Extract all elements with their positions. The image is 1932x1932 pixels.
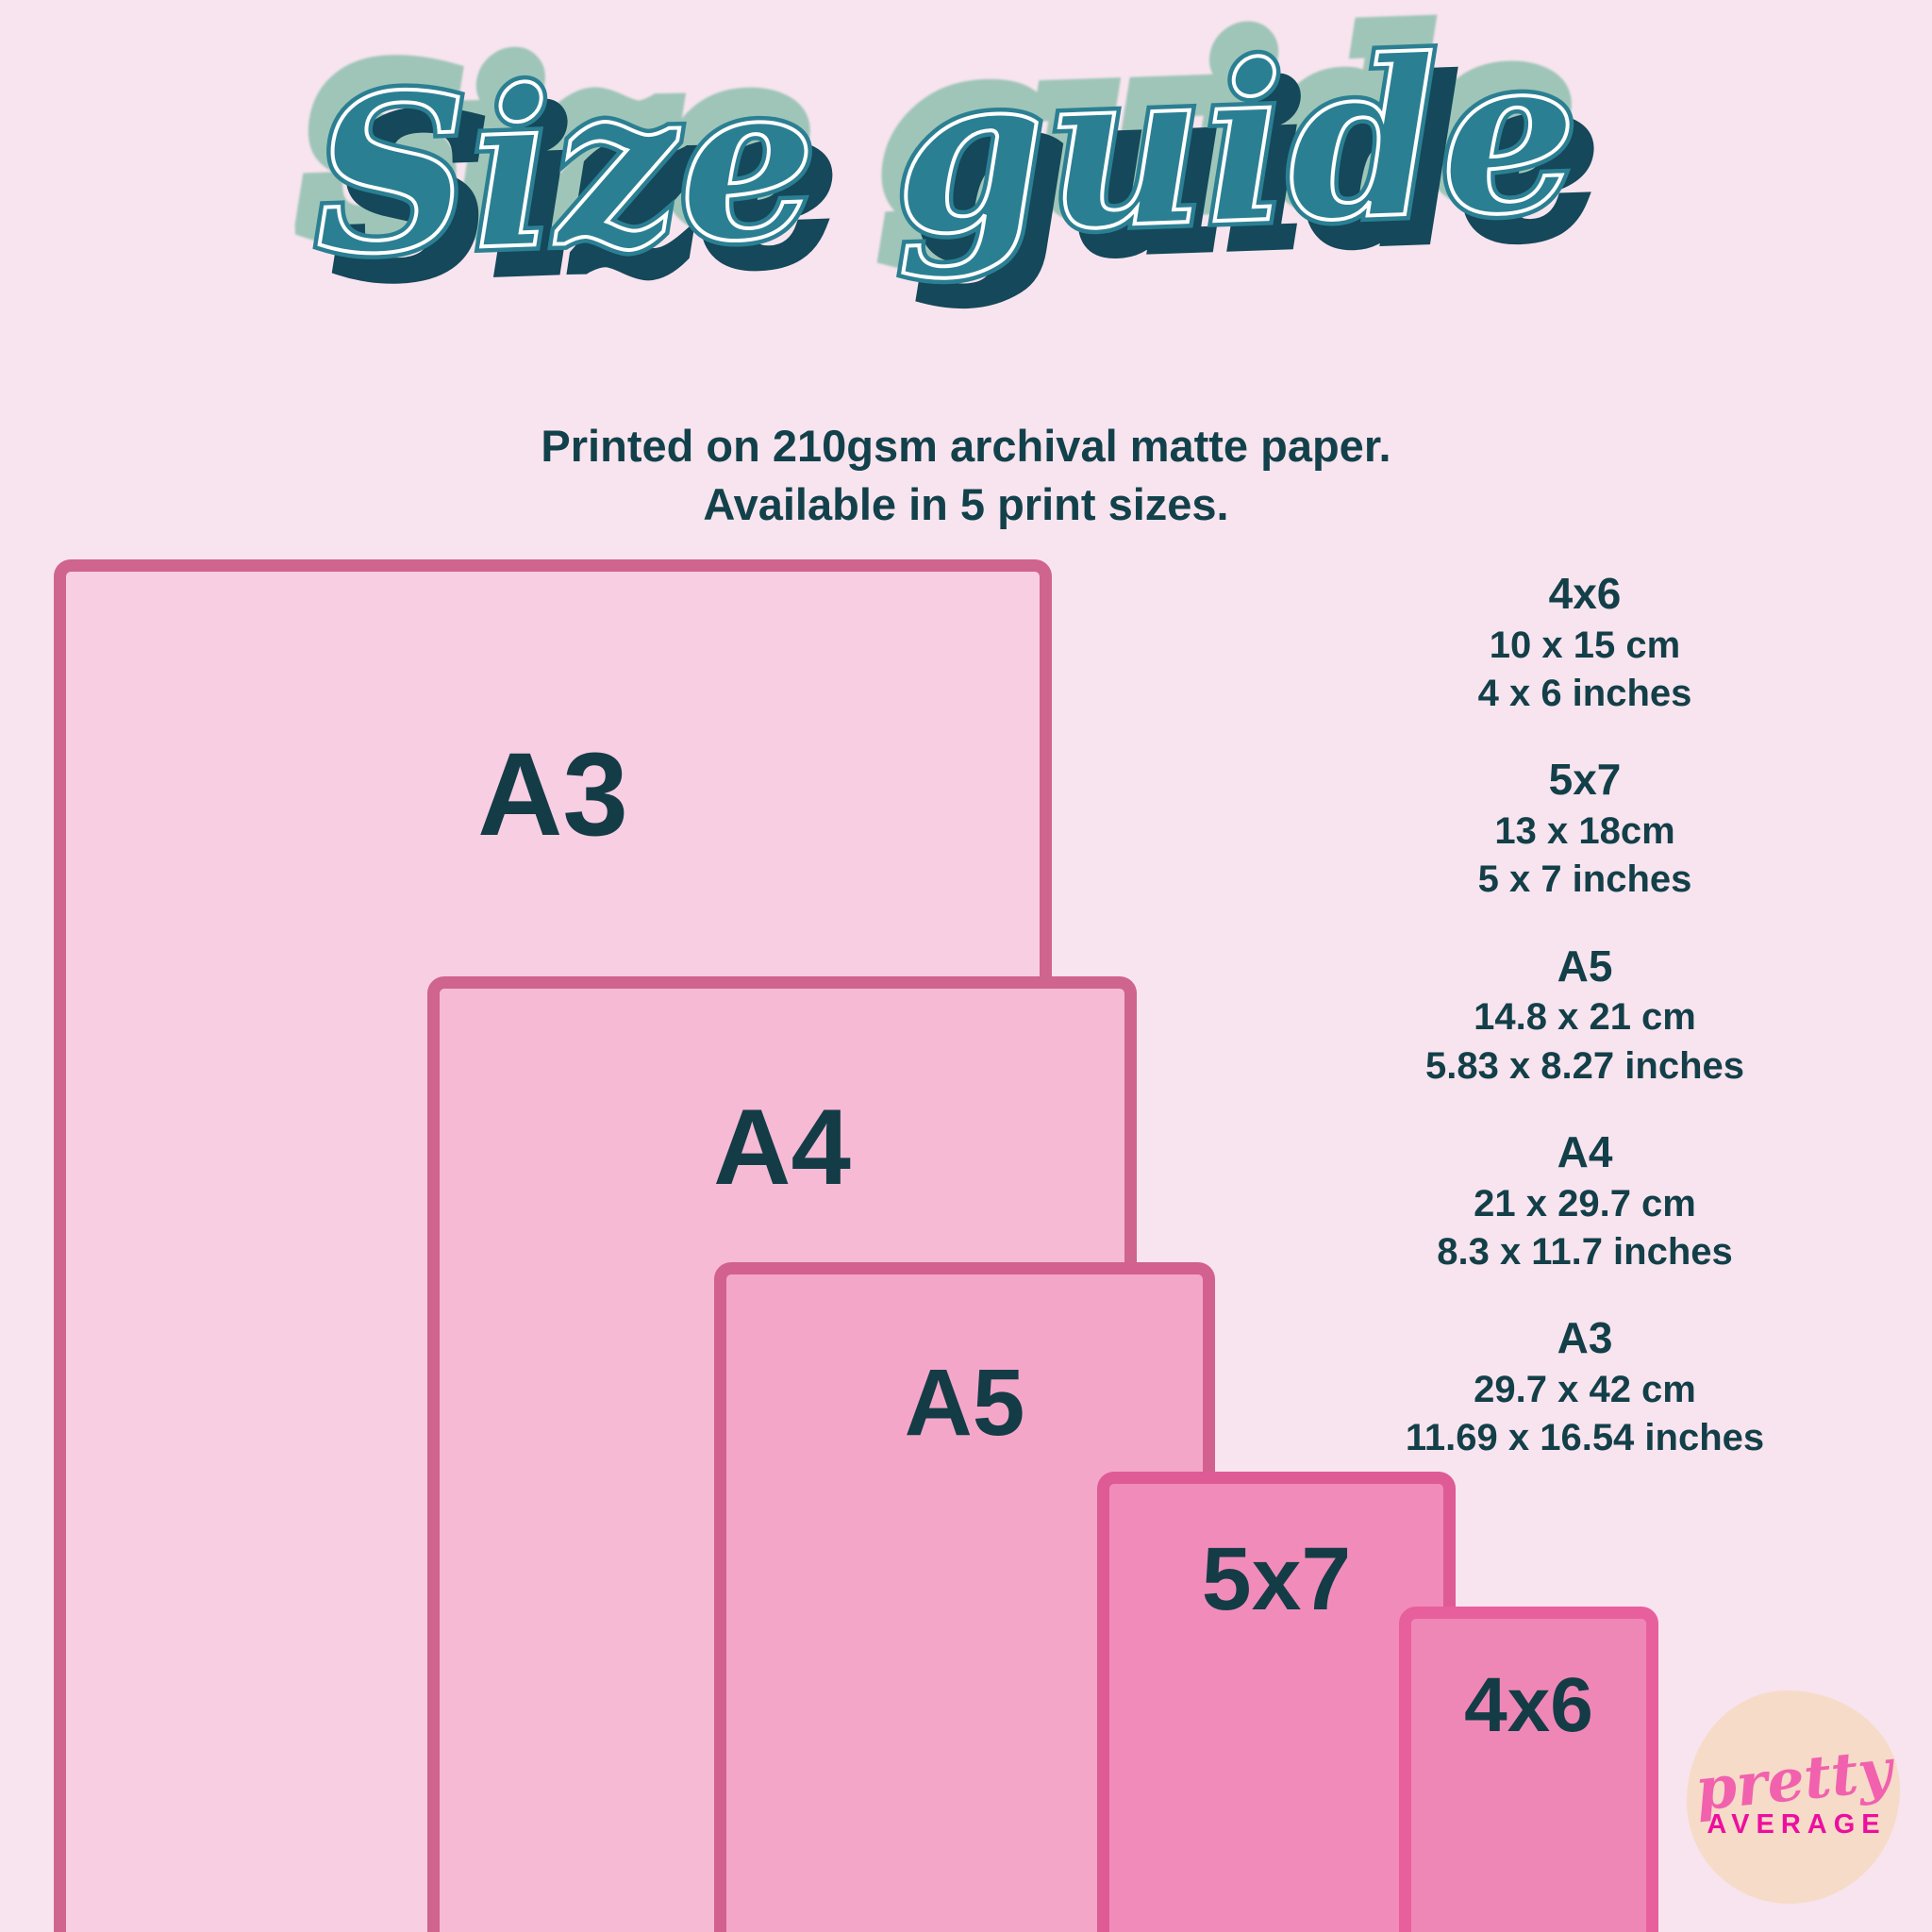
spec-a5-inches: 5.83 x 8.27 inches xyxy=(1424,1044,1744,1087)
paper-4x6: 4x6 xyxy=(1399,1607,1658,1932)
spec-5x7: 5x7 13 x 18cm 5 x 7 inches xyxy=(1302,752,1868,904)
subtitle-line-1: Printed on 210gsm archival matte paper. xyxy=(541,421,1391,471)
spec-4x6: 4x6 10 x 15 cm 4 x 6 inches xyxy=(1302,566,1868,718)
title-main-layer: Size guide xyxy=(304,0,1590,309)
spec-a4-cm: 21 x 29.7 cm xyxy=(1474,1182,1696,1224)
spec-5x7-cm: 13 x 18cm xyxy=(1494,810,1675,853)
title-shadow-layer: Size guide xyxy=(323,24,1609,334)
page-title: Size guide Size guide Size guide Size gu… xyxy=(0,0,1899,358)
spec-a5-name: A5 xyxy=(1557,941,1613,991)
spec-a3-name: A3 xyxy=(1557,1313,1613,1362)
paper-a5-label: A5 xyxy=(904,1350,1025,1456)
spec-a3-inches: 11.69 x 16.54 inches xyxy=(1405,1417,1765,1459)
spec-4x6-cm: 10 x 15 cm xyxy=(1489,624,1681,666)
spec-4x6-inches: 4 x 6 inches xyxy=(1477,673,1692,715)
size-spec-list: 4x6 10 x 15 cm 4 x 6 inches 5x7 13 x 18c… xyxy=(1302,566,1868,1496)
spec-a4: A4 21 x 29.7 cm 8.3 x 11.7 inches xyxy=(1302,1124,1868,1276)
spec-a5: A5 14.8 x 21 cm 5.83 x 8.27 inches xyxy=(1302,939,1868,1091)
paper-a4-label: A4 xyxy=(713,1088,851,1208)
spec-a3: A3 29.7 x 42 cm 11.69 x 16.54 inches xyxy=(1302,1310,1868,1462)
brand-logo-script-text: pretty xyxy=(1691,1734,1895,1824)
spec-a4-name: A4 xyxy=(1557,1126,1613,1176)
paper-4x6-label: 4x6 xyxy=(1464,1662,1593,1748)
paper-a3-label: A3 xyxy=(477,729,628,860)
paper-5x7-label: 5x7 xyxy=(1201,1529,1352,1629)
spec-4x6-name: 4x6 xyxy=(1548,569,1622,618)
subtitle: Printed on 210gsm archival matte paper. … xyxy=(0,417,1932,534)
title-inline-layer: Size guide xyxy=(308,5,1585,306)
subtitle-line-2: Available in 5 print sizes. xyxy=(703,479,1229,530)
brand-logo-caps-text: AVERAGE xyxy=(1707,1809,1887,1840)
spec-a5-cm: 14.8 x 21 cm xyxy=(1474,996,1696,1039)
spec-5x7-inches: 5 x 7 inches xyxy=(1477,858,1692,901)
brand-logo: pretty AVERAGE xyxy=(1687,1690,1900,1904)
spec-5x7-name: 5x7 xyxy=(1548,755,1622,805)
spec-a4-inches: 8.3 x 11.7 inches xyxy=(1437,1230,1733,1273)
spec-a3-cm: 29.7 x 42 cm xyxy=(1474,1368,1696,1410)
title-blob-layer: Size guide xyxy=(286,0,1588,297)
